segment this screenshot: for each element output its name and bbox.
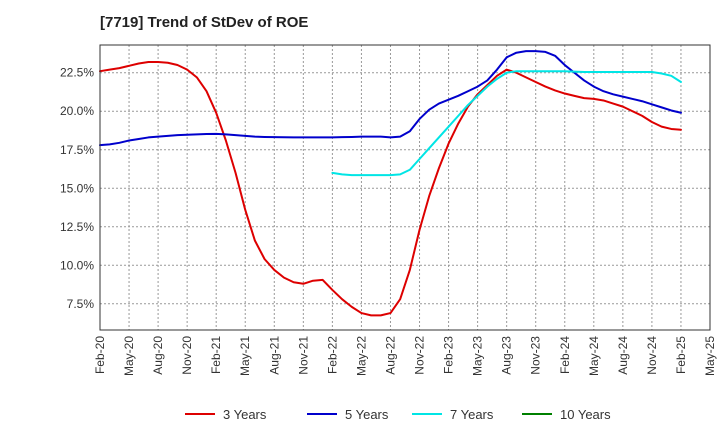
series-lines xyxy=(99,50,682,317)
y-tick-label: 10.0% xyxy=(60,258,94,272)
x-tick-label: Aug-20 xyxy=(151,336,165,375)
x-axis-ticks: Feb-20 May-20 Aug-20 Nov-20 Feb-21 May-21 Aug-… xyxy=(93,336,717,376)
x-tick-label: Aug-22 xyxy=(383,336,397,375)
x-tick-label: Nov-22 xyxy=(413,336,427,375)
x-tick-label: Feb-22 xyxy=(325,336,339,374)
x-tick-label: May-25 xyxy=(703,336,717,376)
y-tick-label: 22.5% xyxy=(60,66,94,80)
series-line xyxy=(99,50,682,147)
legend-label: 3 Years xyxy=(223,407,267,422)
x-tick-label: Feb-21 xyxy=(209,336,223,374)
chart-title: [7719] Trend of StDev of ROE xyxy=(100,14,309,31)
x-tick-label: Nov-24 xyxy=(645,336,659,375)
x-tick-label: May-20 xyxy=(122,336,136,376)
x-tick-label: May-21 xyxy=(238,336,252,376)
y-tick-label: 7.5% xyxy=(67,297,95,311)
plot-frame xyxy=(99,44,711,331)
series-line xyxy=(99,60,682,317)
y-tick-label: 15.0% xyxy=(60,181,94,195)
x-tick-label: Feb-20 xyxy=(93,336,107,374)
x-tick-label: Aug-23 xyxy=(500,336,514,375)
x-tick-label: Aug-24 xyxy=(616,336,630,375)
x-tick-label: Feb-24 xyxy=(558,336,572,374)
series-line xyxy=(331,70,682,177)
x-tick-label: Feb-25 xyxy=(674,336,688,374)
x-tick-label: Nov-20 xyxy=(180,336,194,375)
y-axis-ticks: 7.5% 10.0% 12.5% 15.0% 17.5% 20.0% 22.5% xyxy=(60,66,94,311)
legend: 3 Years 5 Years 7 Years 10 Years xyxy=(185,407,611,422)
x-tick-label: May-24 xyxy=(587,336,601,376)
y-tick-label: 20.0% xyxy=(60,104,94,118)
x-tick-label: Feb-23 xyxy=(442,336,456,374)
grid xyxy=(99,45,711,330)
x-tick-label: Nov-21 xyxy=(296,336,310,375)
legend-label: 10 Years xyxy=(560,407,611,422)
y-tick-label: 17.5% xyxy=(60,143,94,157)
x-tick-label: Nov-23 xyxy=(529,336,543,375)
x-tick-label: May-23 xyxy=(471,336,485,376)
legend-label: 7 Years xyxy=(450,407,494,422)
x-tick-label: May-22 xyxy=(354,336,368,376)
y-tick-label: 12.5% xyxy=(60,220,94,234)
x-tick-label: Aug-21 xyxy=(267,336,281,375)
legend-label: 5 Years xyxy=(345,407,389,422)
